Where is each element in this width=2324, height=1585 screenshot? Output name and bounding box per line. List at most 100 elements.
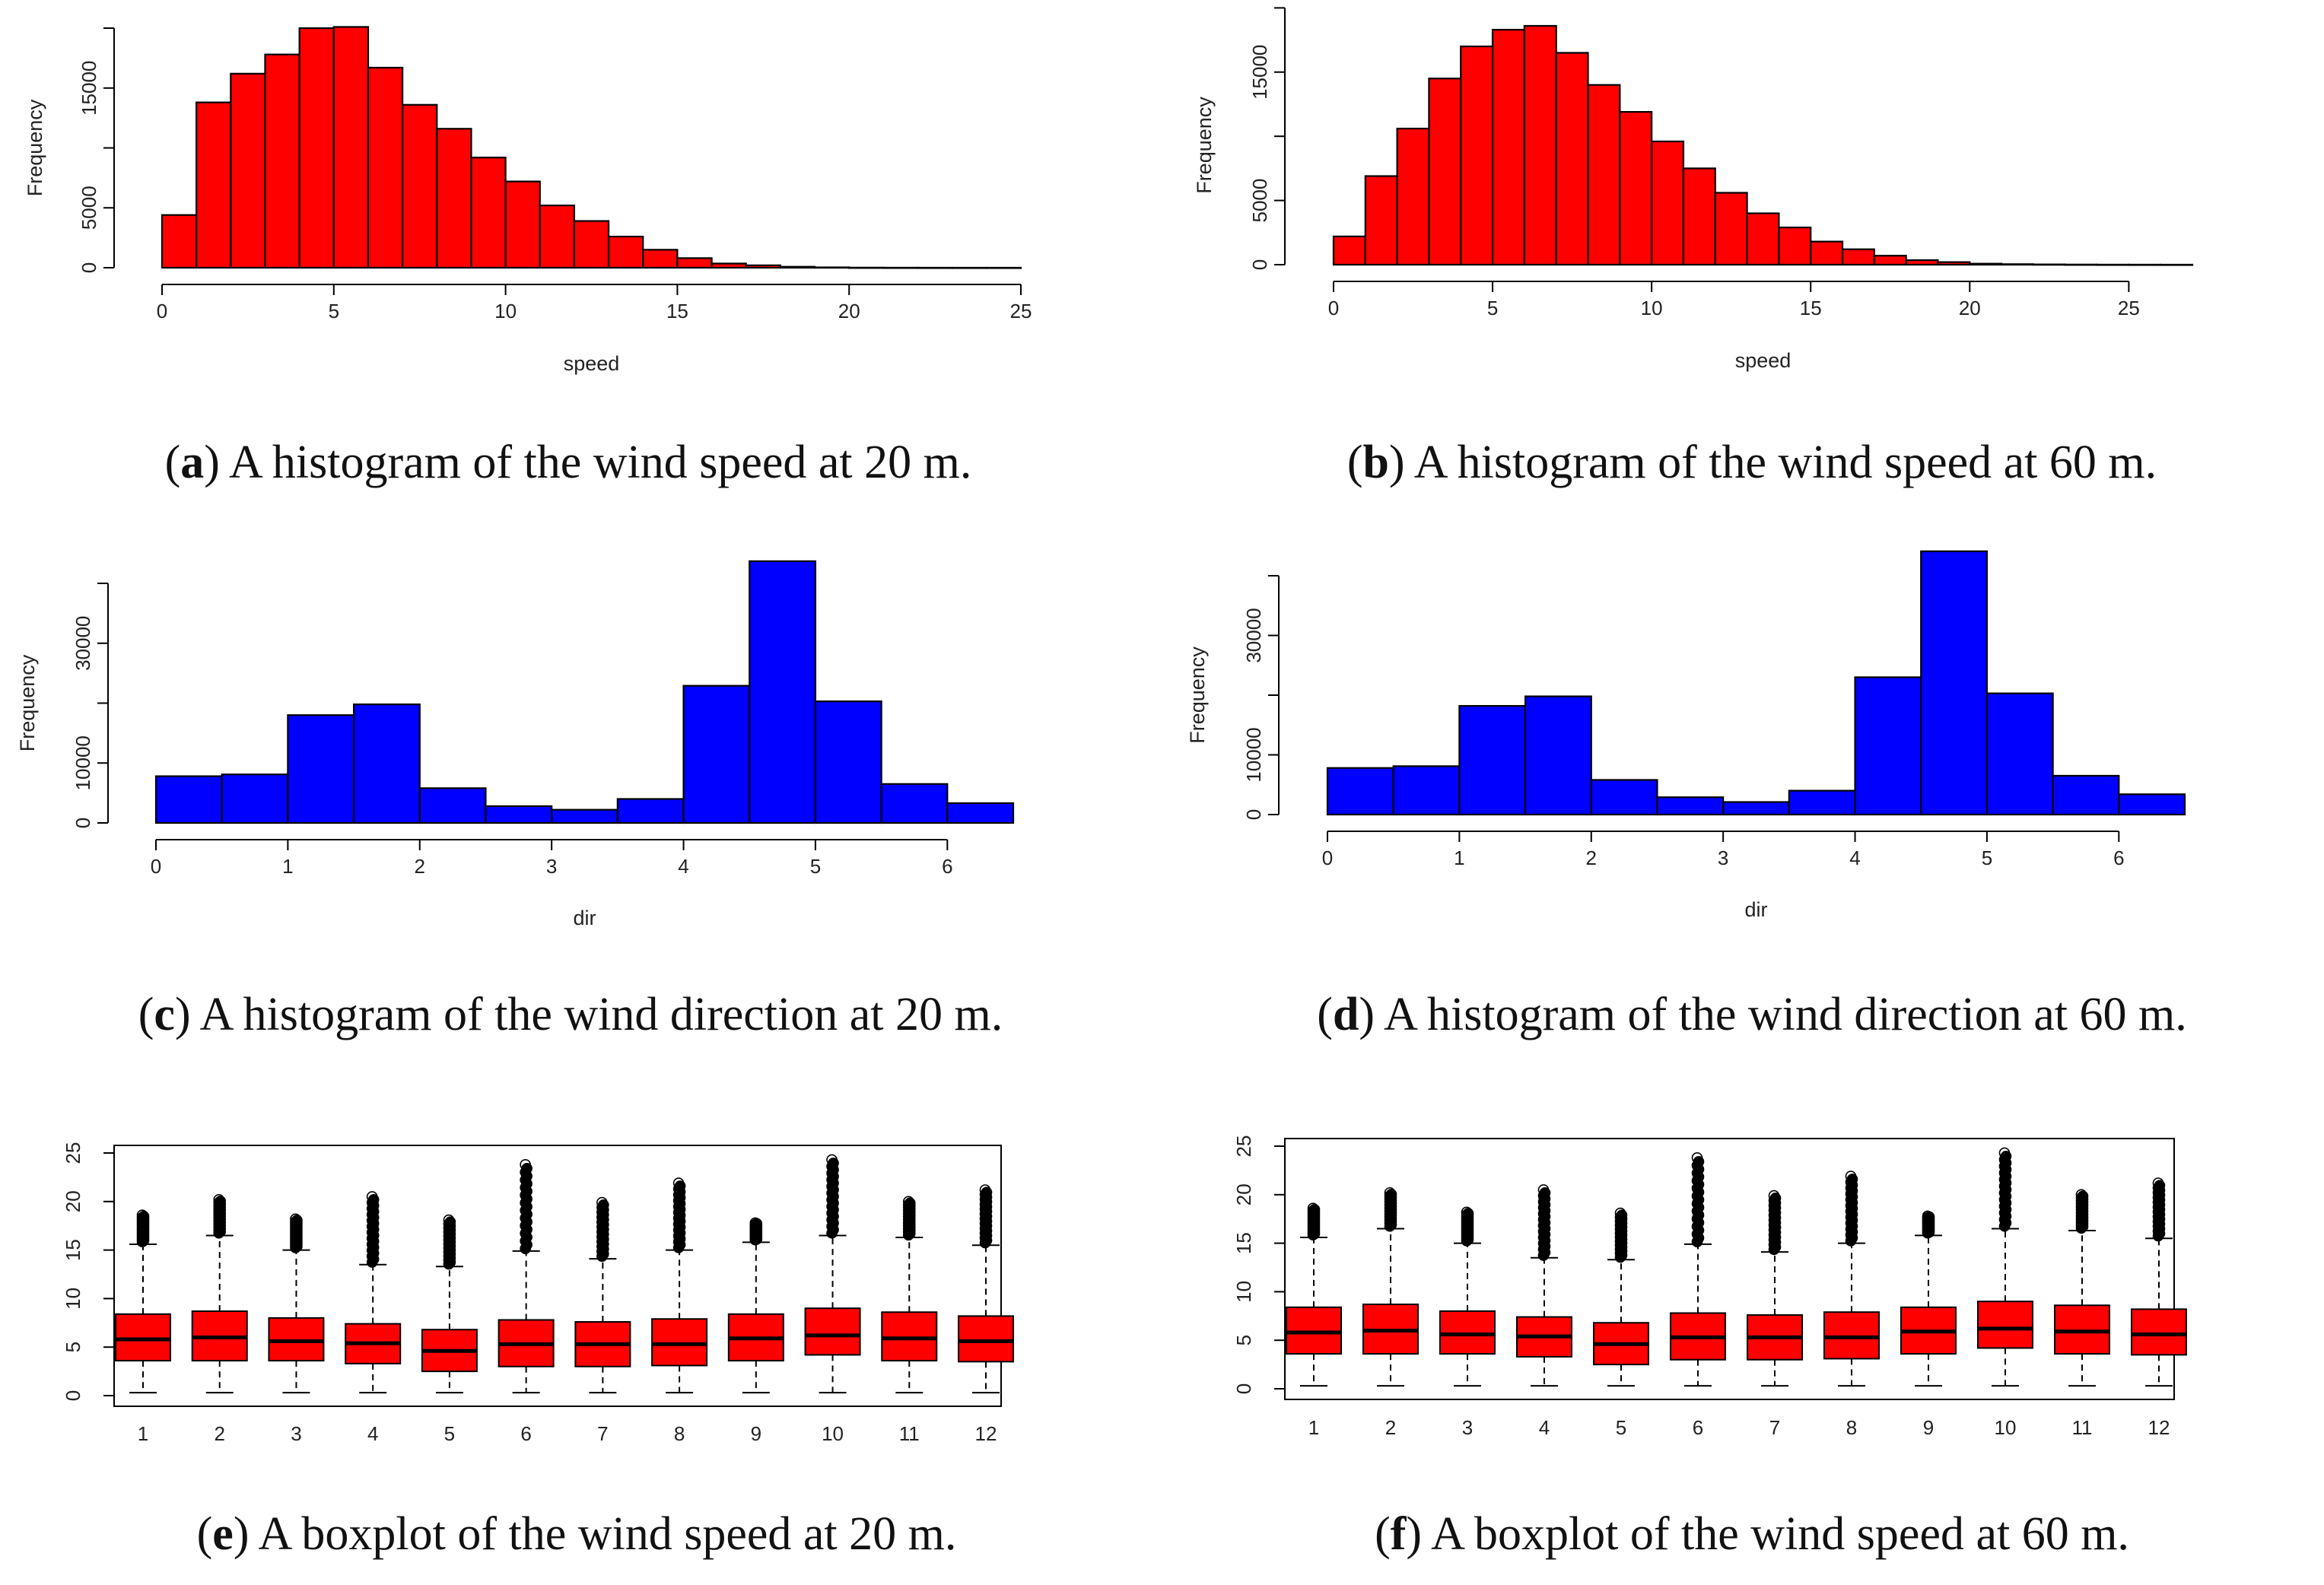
outlier-point (904, 1197, 916, 1209)
x-tick-label: 4 (678, 855, 688, 878)
outlier-point (1845, 1170, 1857, 1182)
caption-open-paren: ( (197, 1508, 213, 1560)
histogram-bar (264, 53, 300, 269)
outlier-point (290, 1213, 301, 1225)
histogram-bar (1873, 255, 1907, 266)
x-tick-label: 6 (2113, 846, 2124, 869)
y-axis-label: Frequency (24, 99, 46, 196)
x-tick-label: 6 (942, 855, 952, 878)
caption-c: (c) A histogram of the wind direction at… (138, 989, 1003, 1040)
x-tick-label: 0 (157, 300, 167, 322)
histogram-bar (402, 103, 438, 269)
x-tick-label: 10 (494, 300, 517, 322)
histogram-bar (1682, 167, 1716, 266)
x-tick-label: 1 (138, 1422, 148, 1445)
x-axis-label: speed (564, 352, 620, 375)
histogram-bar (1523, 24, 1557, 266)
y-axis-label: Frequency (16, 654, 39, 751)
outlier-point (1537, 1184, 1550, 1196)
y-tick-label: 10 (1232, 1281, 1255, 1303)
histogram-bar (230, 72, 266, 269)
outlier-point (1385, 1188, 1397, 1200)
histogram-bar (1810, 240, 1844, 266)
y-tick-label: 30000 (1242, 608, 1265, 662)
caption-text: ) A histogram of the wind direction at 2… (175, 989, 1003, 1040)
x-axis-label: dir (573, 907, 596, 929)
caption-d: (d) A histogram of the wind direction at… (1317, 989, 2186, 1040)
histogram-bar (642, 249, 679, 269)
x-tick-label: 6 (1693, 1416, 1703, 1439)
outlier-point (979, 1184, 991, 1196)
histogram-bar (946, 802, 1015, 824)
caption-letter: b (1363, 437, 1389, 488)
x-tick-label: 5 (329, 300, 339, 322)
histogram-bar (682, 685, 751, 824)
x-tick-label: 15 (666, 300, 688, 322)
x-tick-label: 10 (1641, 297, 1663, 319)
caption-open-paren: ( (165, 437, 181, 488)
y-axis-label: Frequency (1193, 97, 1216, 194)
plot-frame (113, 1145, 1002, 1407)
box (1977, 1301, 2033, 1349)
outlier-point (826, 1154, 838, 1166)
histogram-bar (1841, 248, 1875, 266)
y-tick-label: 5 (1232, 1335, 1255, 1345)
histogram-bar (1524, 695, 1592, 816)
x-tick-label: 15 (1800, 297, 1822, 319)
histogram-bar (1396, 127, 1430, 266)
caption-text: ) A histogram of the wind speed at 20 m. (204, 437, 971, 488)
x-tick-label: 9 (1923, 1416, 1934, 1439)
box (651, 1318, 708, 1367)
histogram-d: 0 1 2 3 4 5 6 dir 0 10000 30000 Frequency (1186, 550, 2186, 921)
box (881, 1311, 938, 1362)
histogram-bar (332, 26, 370, 269)
outlier-point (1768, 1190, 1780, 1202)
histogram-bar (1746, 212, 1780, 266)
x-tick-label: 2 (1586, 846, 1597, 869)
outlier-point (2077, 1190, 2089, 1202)
y-tick-label: 25 (1232, 1136, 1255, 1158)
x-tick-label: 1 (1454, 846, 1464, 869)
caption-e: (e) A boxplot of the wind speed at 20 m. (197, 1508, 957, 1560)
outlier-point (1998, 1147, 2011, 1159)
histogram-bar (1778, 226, 1812, 266)
caption-letter: e (212, 1508, 234, 1560)
y-tick-label: 30000 (72, 616, 94, 671)
histogram-a: 0 5 10 15 20 25 speed 0 5000 15000 Frequency (24, 26, 1032, 375)
outlier-point (2075, 1189, 2087, 1201)
box (115, 1313, 171, 1362)
histogram-bar (352, 703, 421, 824)
histogram-bar (1854, 676, 1922, 816)
x-tick-label: 4 (367, 1422, 378, 1445)
histogram-bar (1332, 235, 1366, 266)
outlier-point (749, 1217, 761, 1229)
box (1823, 1311, 1880, 1360)
x-tick-label: 9 (751, 1422, 761, 1445)
y-tick-label: 20 (1232, 1183, 1255, 1205)
x-tick-label: 10 (1995, 1416, 2017, 1439)
caption-open-paren: ( (1375, 1508, 1391, 1560)
x-tick-label: 1 (1308, 1416, 1319, 1439)
y-tick-label: 0 (72, 818, 94, 828)
y-tick-label: 0 (1242, 809, 1265, 820)
histogram-bar (573, 220, 610, 269)
histogram-bar (1714, 192, 1748, 266)
histogram-bar (1937, 261, 1971, 266)
x-tick-label: 0 (1328, 297, 1339, 319)
x-tick-label: 25 (2118, 297, 2140, 319)
outlier-point (902, 1196, 914, 1208)
histogram-bar (221, 773, 289, 824)
histogram-bar (1555, 52, 1589, 266)
y-tick-label: 15 (1232, 1232, 1255, 1254)
histogram-bar (2052, 774, 2120, 816)
x-tick-label: 12 (975, 1422, 997, 1445)
box (2131, 1308, 2187, 1356)
x-tick-label: 3 (546, 855, 557, 878)
histogram-b: 0 5 10 15 20 25 speed 0 5000 15000 Frequency (1193, 7, 2194, 372)
x-tick-label: 0 (151, 855, 161, 878)
x-tick-label: 5 (444, 1422, 455, 1445)
x-tick-label: 25 (1010, 300, 1032, 322)
box (2054, 1304, 2110, 1355)
y-tick-label: 0 (78, 262, 100, 273)
